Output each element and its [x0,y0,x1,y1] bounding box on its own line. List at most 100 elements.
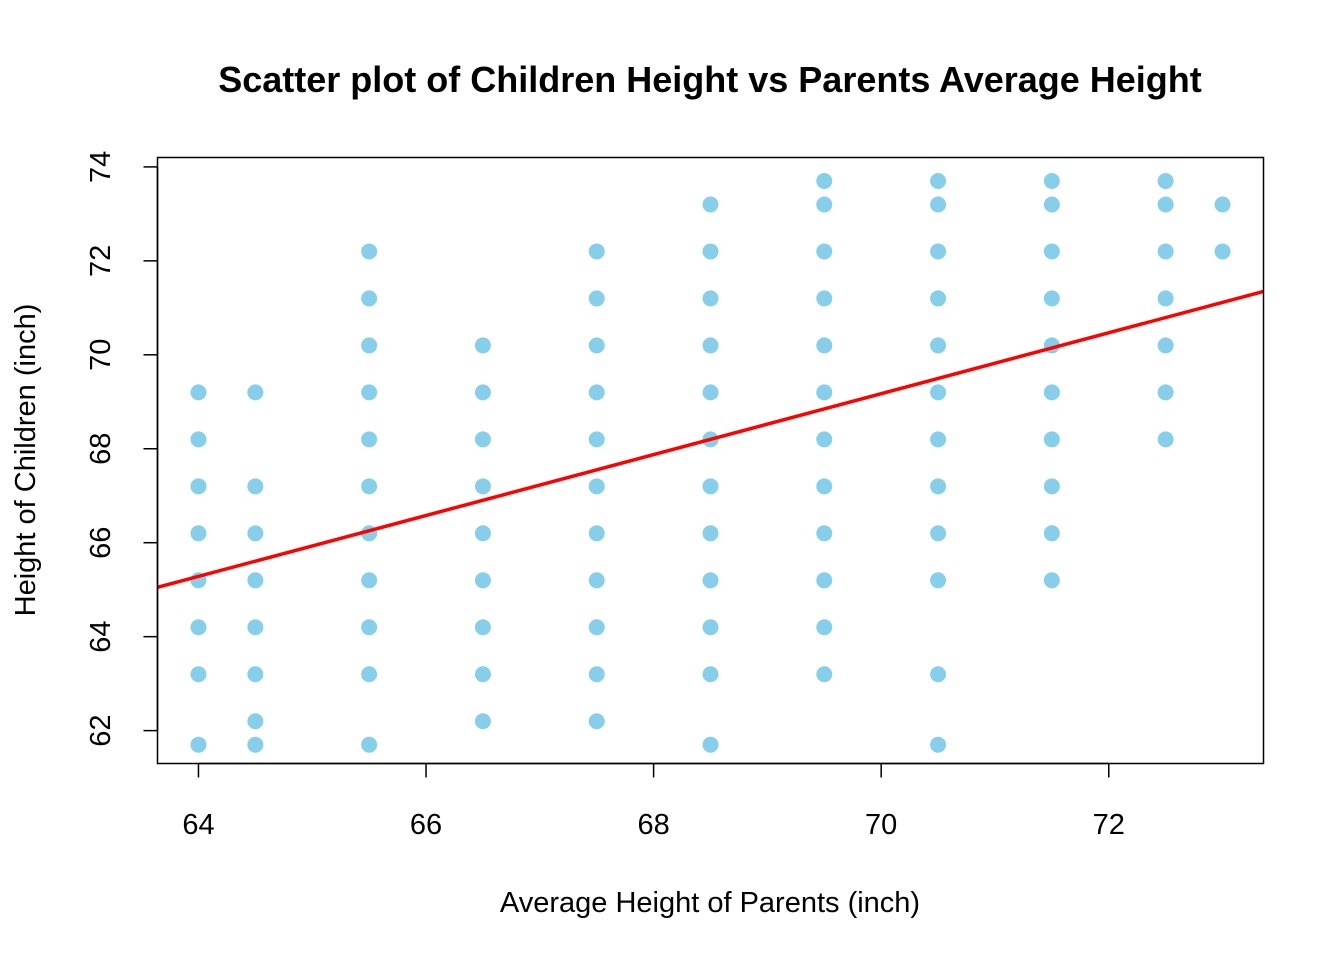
data-point [930,666,946,682]
data-point [930,478,946,494]
data-point [930,196,946,212]
data-point [247,384,263,400]
data-point [1044,478,1060,494]
y-tick-label: 74 [85,151,117,183]
data-point [589,572,605,588]
data-point [247,713,263,729]
data-point [361,666,377,682]
data-point [703,196,719,212]
data-point [930,384,946,400]
data-point [247,478,263,494]
y-tick-label: 64 [85,621,117,653]
data-point [589,431,605,447]
data-point [816,478,832,494]
y-tick-label: 72 [85,245,117,277]
x-tick-label: 66 [410,809,442,841]
data-point [247,619,263,635]
data-point [589,525,605,541]
data-point [816,431,832,447]
y-tick-label: 68 [85,433,117,465]
data-point [589,384,605,400]
data-point [475,337,491,353]
x-axis: 64 66 68 70 72 [182,764,1125,842]
data-point [589,478,605,494]
data-point [247,737,263,753]
data-point [703,337,719,353]
data-point [703,619,719,635]
data-point [930,572,946,588]
data-point [1044,384,1060,400]
data-point [361,384,377,400]
data-point [816,619,832,635]
data-point [703,525,719,541]
data-point [816,384,832,400]
y-tick-label: 62 [85,714,117,746]
data-point [1158,431,1174,447]
data-point [361,737,377,753]
data-point [1044,431,1060,447]
data-point [475,666,491,682]
data-point [703,243,719,259]
data-point [816,196,832,212]
x-tick-label: 72 [1093,809,1125,841]
data-point [1044,173,1060,189]
data-point [361,572,377,588]
data-point [1044,525,1060,541]
data-point [190,431,206,447]
data-point [589,337,605,353]
data-points [190,173,1230,753]
data-point [190,666,206,682]
data-point [930,243,946,259]
data-point [1215,243,1231,259]
data-point [930,290,946,306]
data-point [703,737,719,753]
data-point [930,737,946,753]
data-point [475,384,491,400]
data-point [361,619,377,635]
data-point [703,478,719,494]
data-point [1158,196,1174,212]
data-point [589,243,605,259]
data-point [361,478,377,494]
y-axis-label: Height of Children (inch) [10,304,42,617]
data-point [589,619,605,635]
data-point [1044,290,1060,306]
data-point [361,431,377,447]
data-point [247,525,263,541]
data-point [1158,384,1174,400]
data-point [1044,572,1060,588]
data-point [361,243,377,259]
data-point [816,337,832,353]
data-point [361,290,377,306]
x-tick-label: 70 [865,809,897,841]
data-point [703,572,719,588]
data-point [475,572,491,588]
data-point [1158,243,1174,259]
data-point [816,173,832,189]
x-tick-label: 64 [182,809,214,841]
data-point [1158,337,1174,353]
y-axis: 62 64 66 68 70 72 74 [85,151,158,747]
data-point [930,525,946,541]
data-point [930,431,946,447]
data-point [703,384,719,400]
data-point [589,713,605,729]
y-tick-label: 70 [85,339,117,371]
data-point [816,290,832,306]
data-point [190,384,206,400]
data-point [247,666,263,682]
data-point [816,243,832,259]
x-axis-label: Average Height of Parents (inch) [500,887,920,919]
data-point [475,525,491,541]
chart-title: Scatter plot of Children Height vs Paren… [218,59,1202,100]
data-point [475,713,491,729]
data-point [1044,243,1060,259]
data-point [190,619,206,635]
data-point [703,290,719,306]
data-point [1158,173,1174,189]
data-point [816,525,832,541]
data-point [475,619,491,635]
regression-line-group [158,291,1264,587]
data-point [1215,196,1231,212]
